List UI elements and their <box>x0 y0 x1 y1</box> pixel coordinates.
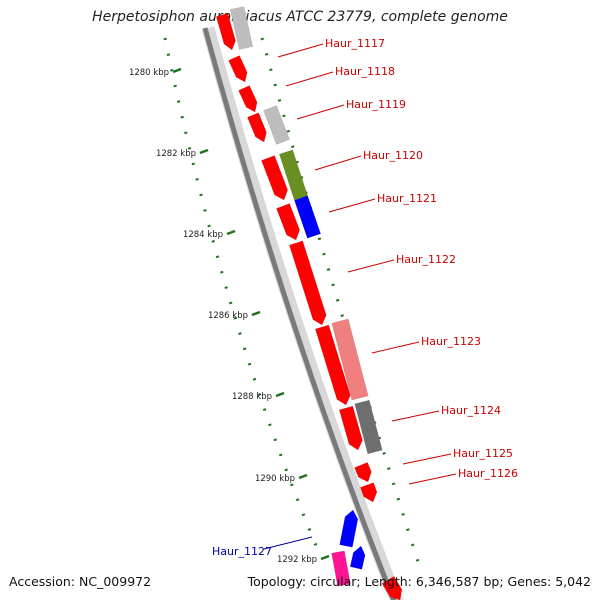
gene-block <box>381 576 403 600</box>
gene-label-leader <box>277 43 324 58</box>
tick-ring-inner <box>163 37 322 556</box>
scale-tick <box>172 67 182 74</box>
gene-block <box>289 240 327 326</box>
gene-block <box>354 462 372 483</box>
scale-tick <box>251 310 261 317</box>
gene-label: Haur_1119 <box>346 98 406 111</box>
scale-tick-label: 1280 kbp <box>129 68 169 78</box>
gene-label: Haur_1125 <box>453 447 513 460</box>
gene-label-leader <box>402 453 452 465</box>
scale-tick-label: 1292 kbp <box>277 555 317 565</box>
backbone-shadow <box>201 26 404 600</box>
gene-block <box>314 324 351 406</box>
gene-block <box>215 13 236 51</box>
gene-label-leader <box>285 71 334 87</box>
gene-block <box>238 85 258 113</box>
gene-label-leader <box>408 473 457 485</box>
gene-block <box>360 482 378 503</box>
scale-tick <box>275 391 285 398</box>
backbone-line <box>202 27 397 600</box>
gene-label: Haur_1123 <box>421 335 481 348</box>
gene-block <box>228 55 248 83</box>
gene-label-leader <box>314 155 362 171</box>
gene-label: Haur_1121 <box>377 192 437 205</box>
gene-label: Haur_1117 <box>325 37 385 50</box>
scale-tick-label: 1284 kbp <box>183 230 223 240</box>
gene-block <box>294 195 321 239</box>
scale-tick <box>199 148 209 155</box>
accession-text: Accession: NC_009972 <box>9 574 152 589</box>
gene-block <box>349 545 366 570</box>
scale-tick <box>320 554 330 561</box>
gene-block <box>338 405 363 451</box>
scale-tick <box>298 473 308 480</box>
scale-tick-label: 1282 kbp <box>156 149 196 159</box>
gene-label-leader <box>296 104 345 120</box>
scale-tick-label: 1290 kbp <box>255 474 295 484</box>
gene-block <box>276 203 300 241</box>
gene-label: Haur_1127 <box>212 545 272 558</box>
gene-label-leader <box>347 259 395 273</box>
gene-label-leader <box>371 341 420 354</box>
gene-block <box>331 318 369 401</box>
gene-label: Haur_1124 <box>441 404 501 417</box>
gene-label: Haur_1122 <box>396 253 456 266</box>
gene-label: Haur_1120 <box>363 149 423 162</box>
gene-block <box>331 550 351 587</box>
genome-summary-text: Topology: circular; Length: 6,346,587 bp… <box>247 574 591 589</box>
scale-tick-label: 1288 kbp <box>232 392 272 402</box>
gene-block <box>339 509 359 548</box>
gene-block <box>247 112 267 143</box>
map-title: Herpetosiphon aurantiacus ATCC 23779, co… <box>92 9 508 25</box>
gene-label: Haur_1118 <box>335 65 395 78</box>
gene-block <box>261 155 288 201</box>
gene-label-leader <box>391 410 440 422</box>
scale-tick <box>226 229 236 236</box>
scale-tick-label: 1286 kbp <box>208 311 248 321</box>
gene-label-leader <box>328 198 376 213</box>
gene-label: Haur_1126 <box>458 467 518 480</box>
gene-label-leader <box>263 536 313 550</box>
gene-block <box>354 399 383 455</box>
gene-block <box>263 105 290 145</box>
gene-block <box>229 6 254 50</box>
